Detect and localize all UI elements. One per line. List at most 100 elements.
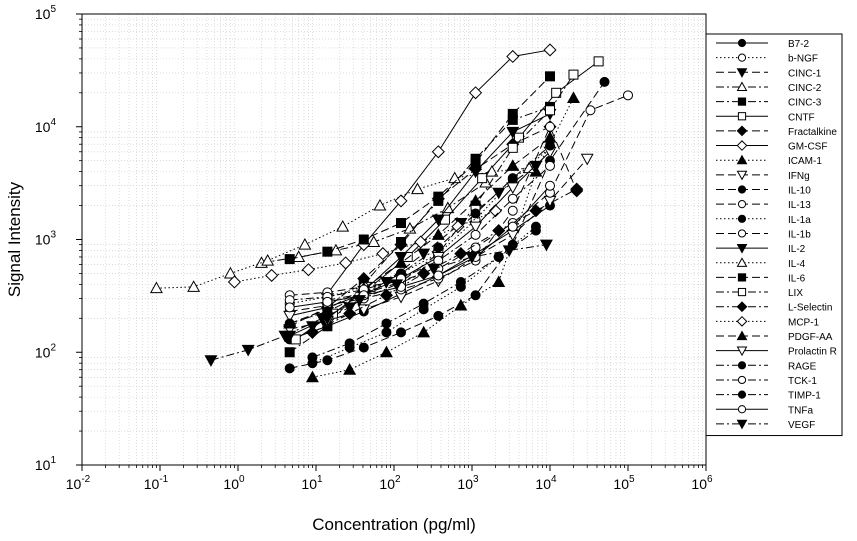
legend-label: CNTF bbox=[788, 112, 815, 123]
legend-label: IL-10 bbox=[788, 186, 811, 197]
data-point bbox=[469, 194, 483, 206]
series-line bbox=[289, 126, 551, 312]
series-icam-1 bbox=[305, 91, 580, 383]
data-point bbox=[381, 318, 392, 329]
series-mcp-1 bbox=[227, 204, 503, 289]
legend-label: TIMP-1 bbox=[788, 391, 821, 402]
legend-item: ICAM-1 bbox=[716, 154, 822, 167]
series-vegf bbox=[204, 239, 553, 367]
data-point bbox=[307, 352, 318, 363]
legend-box bbox=[705, 33, 843, 437]
legend-marker bbox=[736, 419, 748, 430]
data-point bbox=[507, 221, 518, 232]
legend-marker bbox=[737, 38, 747, 48]
data-point bbox=[599, 76, 610, 87]
data-point bbox=[570, 182, 584, 196]
legend-item: IL-13 bbox=[716, 200, 811, 211]
data-point bbox=[539, 239, 553, 252]
legend-item: Prolactin R bbox=[716, 346, 837, 358]
legend-marker bbox=[737, 185, 747, 194]
data-point bbox=[394, 194, 408, 208]
legend-item: CNTF bbox=[716, 112, 815, 123]
data-point bbox=[396, 327, 407, 338]
legend-label: MCP-1 bbox=[788, 317, 820, 328]
series-il-4 bbox=[149, 161, 536, 294]
legend: B7-2 b-NGF CINC-1 CINC-2 CINC-3 CNTF Fractalki… bbox=[705, 33, 843, 437]
data-point bbox=[545, 140, 555, 151]
legend-marker bbox=[737, 112, 747, 121]
grid bbox=[82, 14, 706, 465]
legend-label: IL-6 bbox=[788, 273, 806, 284]
series-layer bbox=[149, 43, 633, 383]
x-tick-label: 10-2 bbox=[66, 474, 91, 492]
legend-item: MCP-1 bbox=[716, 315, 820, 328]
legend-item: VEGF bbox=[716, 419, 815, 431]
legend-item: Fractalkine bbox=[716, 125, 837, 138]
series-line bbox=[289, 185, 551, 308]
data-point bbox=[567, 91, 580, 103]
y-axis-label: Signal Intensity bbox=[5, 181, 24, 297]
data-point bbox=[322, 355, 333, 366]
data-point bbox=[394, 238, 408, 252]
legend-item: IL-2 bbox=[716, 244, 806, 255]
data-point bbox=[352, 295, 366, 307]
legend-marker bbox=[736, 315, 748, 327]
data-point bbox=[507, 193, 518, 204]
data-point bbox=[543, 43, 557, 57]
legend-marker bbox=[736, 257, 748, 267]
legend-label: IFNg bbox=[788, 171, 810, 182]
data-point bbox=[396, 218, 407, 229]
data-point bbox=[431, 214, 445, 227]
data-point bbox=[454, 247, 468, 261]
data-point bbox=[417, 248, 431, 261]
data-point bbox=[485, 164, 499, 177]
data-point bbox=[418, 298, 429, 309]
legend-marker bbox=[736, 125, 748, 137]
legend-item: LIX bbox=[716, 287, 803, 299]
series-il-6 bbox=[284, 71, 555, 265]
x-tick-label: 101 bbox=[301, 474, 323, 492]
x-tick-label: 10-1 bbox=[144, 474, 169, 492]
data-point bbox=[506, 49, 520, 64]
y-tick-label: 101 bbox=[35, 455, 57, 473]
data-point bbox=[433, 255, 444, 266]
legend-item: TNFa bbox=[716, 405, 813, 416]
data-point bbox=[284, 302, 295, 313]
series-line bbox=[289, 165, 551, 301]
legend-item: IL-10 bbox=[716, 185, 811, 197]
data-point bbox=[322, 246, 333, 257]
legend-label: IL-13 bbox=[788, 200, 811, 211]
data-point bbox=[455, 276, 466, 287]
data-point bbox=[451, 220, 465, 234]
legend-marker bbox=[737, 200, 747, 209]
data-point bbox=[241, 344, 255, 357]
legend-marker bbox=[736, 244, 748, 254]
data-point bbox=[284, 318, 295, 329]
data-point bbox=[411, 182, 424, 195]
data-point bbox=[506, 159, 520, 171]
series-line bbox=[289, 75, 551, 260]
legend-label: VEGF bbox=[788, 420, 815, 431]
data-point bbox=[414, 235, 428, 249]
legend-label: IL-1b bbox=[788, 229, 811, 240]
legend-item: IL-1a bbox=[716, 214, 811, 226]
data-point bbox=[305, 370, 319, 383]
data-point bbox=[448, 171, 462, 184]
data-point bbox=[376, 247, 390, 261]
series-tck-1 bbox=[284, 160, 555, 306]
legend-marker bbox=[737, 361, 747, 370]
data-point bbox=[315, 313, 329, 325]
data-point bbox=[470, 290, 481, 301]
data-point bbox=[344, 338, 355, 349]
legend-label: Fractalkine bbox=[788, 127, 837, 138]
data-point bbox=[545, 105, 555, 116]
legend-label: b-NGF bbox=[788, 54, 818, 65]
data-point bbox=[545, 121, 555, 132]
data-point bbox=[343, 363, 357, 375]
legend-marker bbox=[737, 229, 747, 238]
series-line bbox=[156, 167, 530, 289]
x-tick-label: 106 bbox=[691, 474, 713, 492]
legend-marker bbox=[737, 53, 747, 62]
legend-item: RAGE bbox=[716, 361, 817, 372]
data-point bbox=[530, 225, 541, 236]
